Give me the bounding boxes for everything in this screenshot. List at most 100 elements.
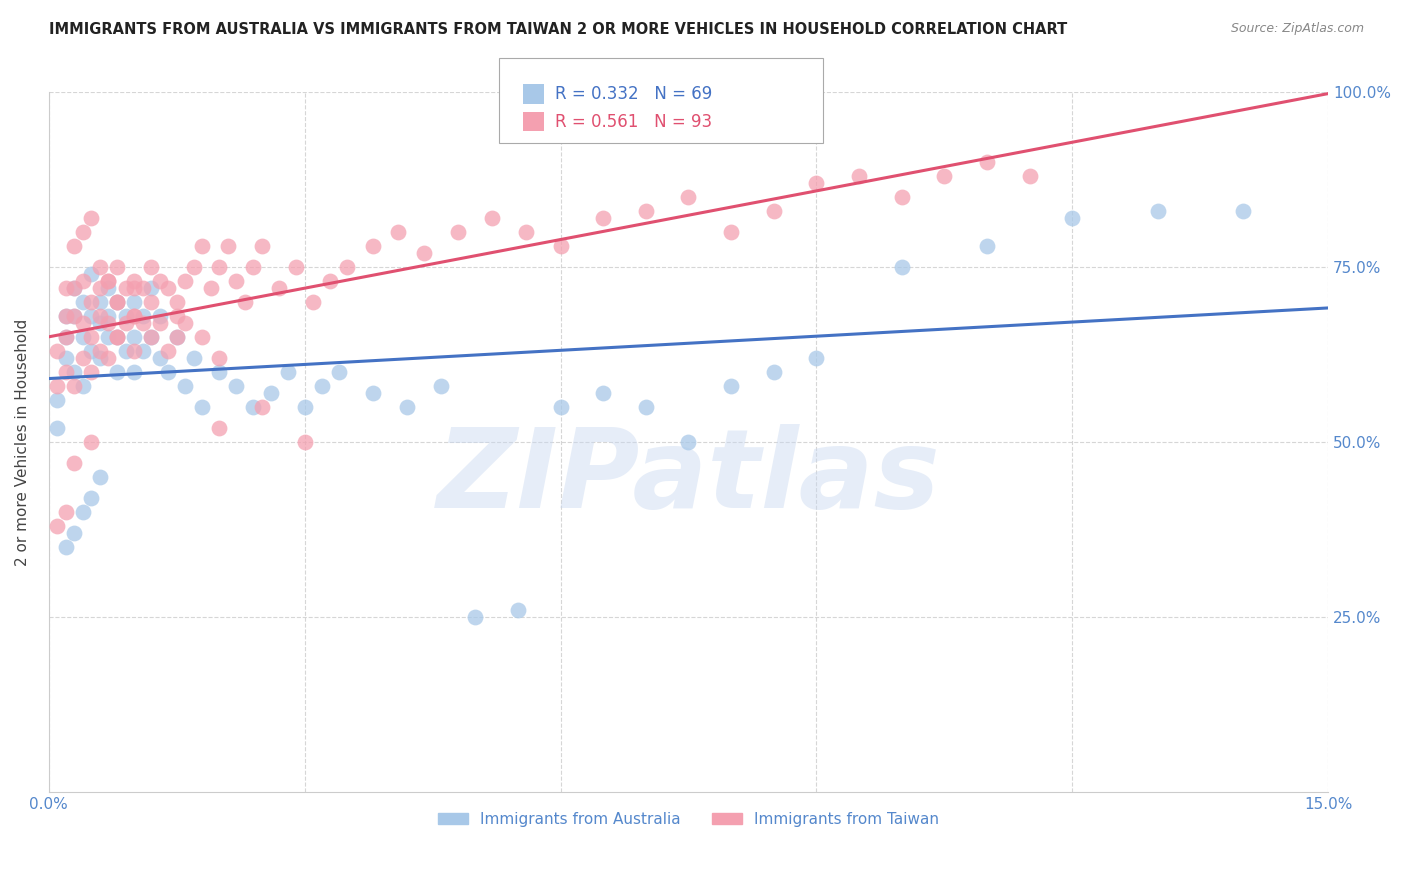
Point — [217, 239, 239, 253]
Point — [336, 260, 359, 275]
Point — [63, 526, 86, 541]
Point — [430, 379, 453, 393]
Point — [166, 310, 188, 324]
Point — [72, 316, 94, 330]
Point — [55, 281, 77, 295]
Point — [122, 310, 145, 324]
Text: Source: ZipAtlas.com: Source: ZipAtlas.com — [1230, 22, 1364, 36]
Point — [55, 310, 77, 324]
Point — [55, 310, 77, 324]
Point — [806, 351, 828, 366]
Point — [166, 330, 188, 344]
Point — [122, 365, 145, 379]
Point — [89, 351, 111, 366]
Point — [174, 379, 197, 393]
Point — [72, 225, 94, 239]
Point — [97, 274, 120, 288]
Point — [174, 316, 197, 330]
Point — [225, 274, 247, 288]
Point — [72, 274, 94, 288]
Y-axis label: 2 or more Vehicles in Household: 2 or more Vehicles in Household — [15, 318, 30, 566]
Point — [1146, 204, 1168, 219]
Point — [149, 310, 172, 324]
Point — [242, 260, 264, 275]
Point — [387, 225, 409, 239]
Point — [592, 386, 614, 401]
Point — [97, 316, 120, 330]
Point — [55, 330, 77, 344]
Point — [63, 281, 86, 295]
Point — [208, 365, 231, 379]
Point — [592, 211, 614, 226]
Point — [139, 330, 162, 344]
Point — [46, 344, 69, 359]
Point — [63, 310, 86, 324]
Point — [157, 344, 180, 359]
Point — [208, 351, 231, 366]
Point — [361, 239, 384, 253]
Point — [361, 386, 384, 401]
Point — [63, 379, 86, 393]
Point — [806, 177, 828, 191]
Point — [63, 239, 86, 253]
Point — [157, 281, 180, 295]
Point — [105, 295, 128, 310]
Point — [72, 351, 94, 366]
Point — [114, 281, 136, 295]
Point — [1232, 204, 1254, 219]
Point — [634, 400, 657, 414]
Point — [89, 316, 111, 330]
Point — [89, 281, 111, 295]
Point — [55, 351, 77, 366]
Point — [328, 365, 350, 379]
Point — [63, 310, 86, 324]
Text: ZIPatlas: ZIPatlas — [437, 424, 941, 531]
Point — [46, 519, 69, 533]
Point — [250, 400, 273, 414]
Point — [89, 344, 111, 359]
Point — [294, 400, 316, 414]
Point — [259, 386, 281, 401]
Point — [294, 435, 316, 450]
Point — [890, 190, 912, 204]
Point — [72, 330, 94, 344]
Point — [208, 260, 231, 275]
Point — [122, 295, 145, 310]
Point — [80, 295, 103, 310]
Point — [97, 330, 120, 344]
Point — [72, 505, 94, 519]
Point — [122, 330, 145, 344]
Point — [122, 344, 145, 359]
Point — [80, 310, 103, 324]
Point — [105, 260, 128, 275]
Point — [720, 225, 742, 239]
Point — [550, 239, 572, 253]
Point — [63, 281, 86, 295]
Point — [277, 365, 299, 379]
Point — [976, 239, 998, 253]
Point — [105, 330, 128, 344]
Point — [131, 344, 153, 359]
Point — [105, 330, 128, 344]
Point — [46, 421, 69, 435]
Point — [63, 456, 86, 470]
Point — [447, 225, 470, 239]
Point — [55, 330, 77, 344]
Point — [97, 310, 120, 324]
Point — [634, 204, 657, 219]
Point — [678, 435, 700, 450]
Point — [233, 295, 256, 310]
Point — [183, 351, 205, 366]
Point — [80, 435, 103, 450]
Point — [105, 295, 128, 310]
Point — [890, 260, 912, 275]
Point — [464, 610, 486, 624]
Point — [97, 351, 120, 366]
Point — [46, 393, 69, 408]
Point — [183, 260, 205, 275]
Point — [131, 316, 153, 330]
Point — [149, 274, 172, 288]
Point — [105, 365, 128, 379]
Point — [55, 365, 77, 379]
Point — [242, 400, 264, 414]
